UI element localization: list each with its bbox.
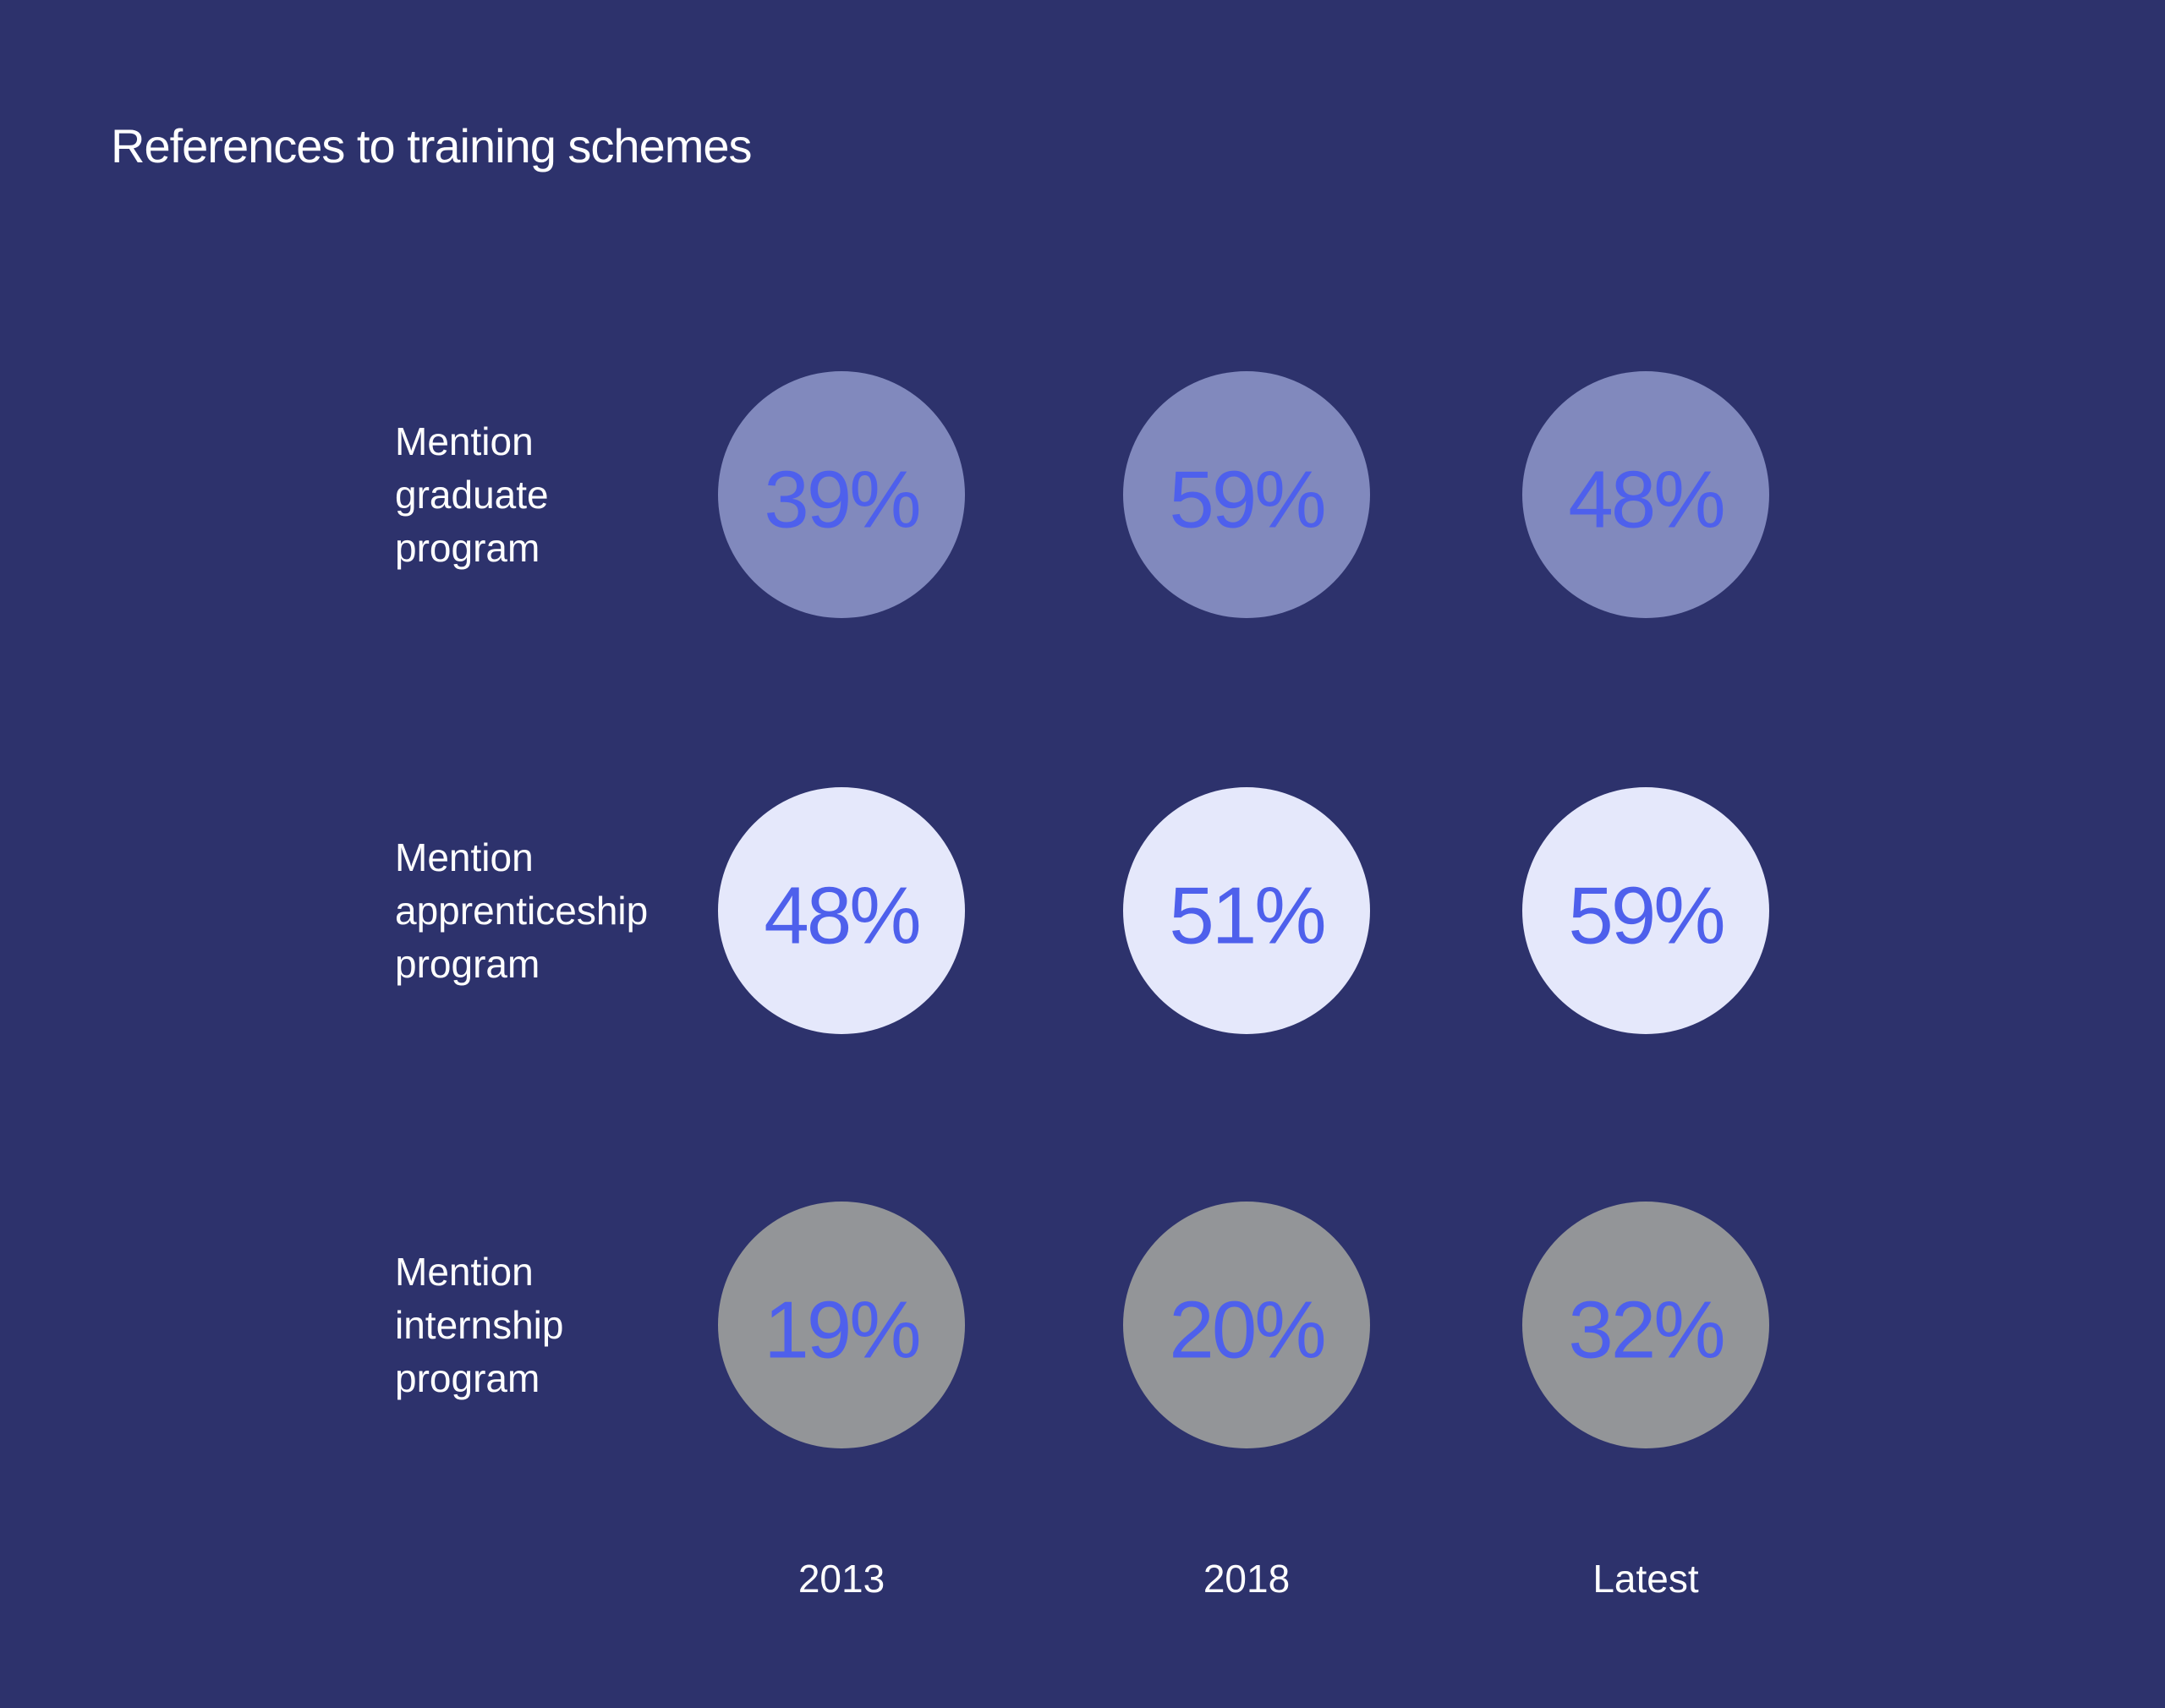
value-label: 20%	[1169, 1285, 1324, 1376]
row-label-line: Mention	[395, 835, 534, 879]
column-label: 2013	[798, 1557, 885, 1601]
value-bubble	[718, 787, 965, 1034]
value-bubble	[1123, 371, 1370, 618]
value-bubble	[1522, 787, 1769, 1034]
value-label: 32%	[1568, 1285, 1723, 1376]
value-label: 59%	[1568, 871, 1723, 961]
value-bubble	[718, 1202, 965, 1448]
value-label: 48%	[1568, 455, 1723, 545]
chart-title: References to training schemes	[111, 119, 752, 172]
value-bubble	[1522, 371, 1769, 618]
row-label-line: program	[395, 942, 540, 986]
row-label-line: apprenticeship	[395, 889, 648, 933]
value-label: 19%	[764, 1285, 918, 1376]
column-label: 2018	[1203, 1557, 1290, 1601]
value-bubble	[718, 371, 965, 618]
value-bubble	[1123, 787, 1370, 1034]
value-bubble	[1522, 1202, 1769, 1448]
row-label: Mention graduate program	[395, 419, 549, 570]
value-bubble	[1123, 1202, 1370, 1448]
row-label-line: Mention	[395, 419, 534, 463]
row-label-line: program	[395, 526, 540, 570]
value-label: 39%	[764, 455, 918, 545]
row-label: Mention internship program	[395, 1250, 563, 1400]
value-label: 48%	[764, 871, 918, 961]
column-label: Latest	[1592, 1557, 1699, 1601]
row-label-line: Mention	[395, 1250, 534, 1294]
row-label-line: graduate	[395, 473, 549, 517]
row-label-line: program	[395, 1356, 540, 1400]
value-label: 51%	[1169, 871, 1324, 961]
row-label-line: internship	[395, 1303, 563, 1347]
value-label: 59%	[1169, 455, 1324, 545]
row-label: Mention apprenticeship program	[395, 835, 648, 986]
